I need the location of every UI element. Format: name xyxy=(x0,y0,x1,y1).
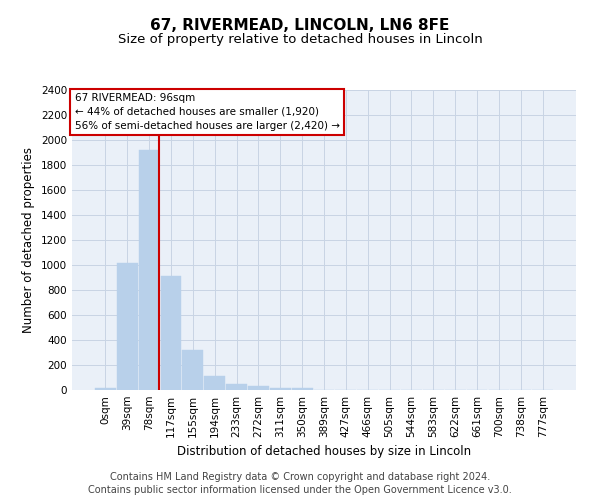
Bar xyxy=(161,276,181,390)
Bar xyxy=(292,388,313,390)
Text: 67 RIVERMEAD: 96sqm
← 44% of detached houses are smaller (1,920)
56% of semi-det: 67 RIVERMEAD: 96sqm ← 44% of detached ho… xyxy=(74,93,340,131)
Bar xyxy=(182,350,203,390)
Y-axis label: Number of detached properties: Number of detached properties xyxy=(22,147,35,333)
Bar xyxy=(95,388,116,390)
Bar xyxy=(204,376,225,390)
Bar xyxy=(270,388,290,390)
Bar xyxy=(248,386,269,390)
Bar xyxy=(117,262,137,390)
Bar xyxy=(139,150,160,390)
Text: Contains HM Land Registry data © Crown copyright and database right 2024.
Contai: Contains HM Land Registry data © Crown c… xyxy=(88,472,512,495)
Text: Size of property relative to detached houses in Lincoln: Size of property relative to detached ho… xyxy=(118,32,482,46)
X-axis label: Distribution of detached houses by size in Lincoln: Distribution of detached houses by size … xyxy=(177,446,471,458)
Bar xyxy=(226,384,247,390)
Text: 67, RIVERMEAD, LINCOLN, LN6 8FE: 67, RIVERMEAD, LINCOLN, LN6 8FE xyxy=(151,18,449,32)
